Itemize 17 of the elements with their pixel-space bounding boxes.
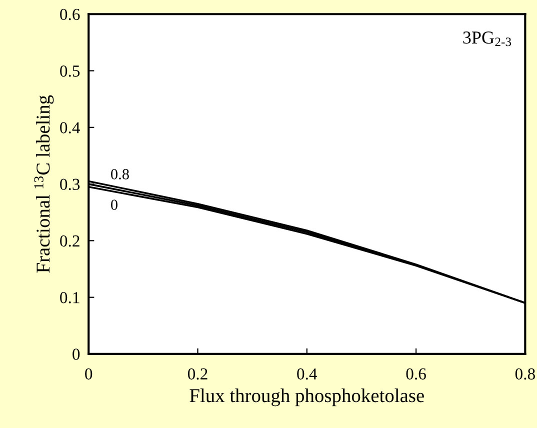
x-tick-label: 0.2 — [188, 368, 208, 380]
x-tick-label: 0 — [85, 368, 92, 380]
y-tick-label: 0.1 — [60, 292, 80, 304]
x-axis-title: Flux through phosphoketolase — [190, 388, 424, 406]
x-tick-label: 0.4 — [297, 368, 318, 380]
annotation: 0 — [111, 200, 118, 210]
y-tick-label: 0.2 — [60, 235, 80, 247]
y-tick-label: 0 — [72, 348, 80, 360]
y-tick-label: 0.6 — [60, 8, 80, 20]
annotation: 0.8 — [111, 169, 129, 180]
y-axis-title: Fractional $^{13}$C labeling — [34, 95, 54, 273]
x-tick-label: 0.6 — [406, 368, 426, 380]
x-tick-label: 0.8 — [515, 368, 535, 380]
y-tick-label: 0.5 — [60, 65, 80, 77]
y-tick-label: 0.3 — [60, 178, 80, 190]
y-tick-label: 0.4 — [60, 122, 80, 134]
text: 3PG$_{2-3}$ — [463, 32, 512, 46]
